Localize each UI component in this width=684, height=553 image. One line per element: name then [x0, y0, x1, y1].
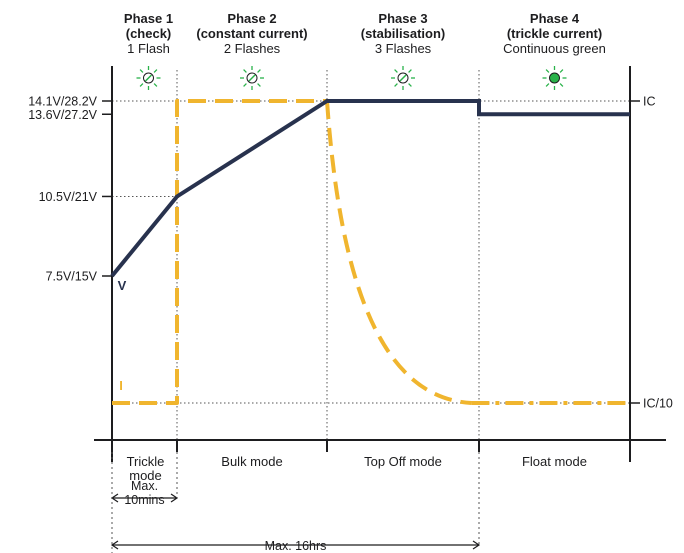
y-tick-label: 14.1V/28.2V [28, 95, 97, 109]
phase-header: Phase 2(constant current)2 Flashes [196, 11, 308, 90]
phase-subtitle: (constant current) [196, 26, 307, 41]
y-tick-label-right: IC/10 [643, 397, 673, 411]
phase-title: Phase 4 [530, 11, 580, 26]
led-ray [559, 83, 564, 87]
phase-subtitle: (stabilisation) [361, 26, 446, 41]
led-ray [243, 83, 247, 87]
mode-label-line: Trickle [127, 454, 165, 469]
y-tick-label-right: IC [643, 95, 656, 109]
voltage-series-label: V [118, 278, 127, 293]
current-line-decay [325, 100, 472, 405]
led-icon [391, 66, 415, 90]
led-icon [542, 66, 567, 90]
phase-headers: Phase 1(check)1 Flash Phase 2(constant cu… [124, 11, 606, 90]
guide-lines [112, 70, 630, 440]
duration-label: 10mins [124, 493, 164, 507]
led-flash-mark [144, 74, 153, 82]
mode-label: Float mode [522, 454, 587, 469]
led-body [549, 72, 560, 84]
y-tick-label: 13.6V/27.2V [28, 108, 97, 122]
phase-header: Phase 3(stabilisation)3 Flashes [361, 11, 446, 90]
led-icon [136, 66, 161, 90]
current-series-label: I [119, 378, 123, 393]
led-flash-mark [248, 74, 256, 82]
led-ray [243, 69, 247, 73]
led-ray [545, 69, 550, 73]
series: VI [110, 99, 630, 405]
led-ray [139, 69, 144, 73]
current-line-charge [112, 99, 327, 405]
y-tick-label: 10.5V/21V [39, 190, 98, 204]
phase-subtitle: (check) [126, 26, 172, 41]
mode-label-line: Top Off mode [364, 454, 442, 469]
led-ray [559, 69, 564, 73]
led-ray [394, 69, 398, 73]
axes [94, 66, 666, 462]
duration-arrow: Max. 16hrs [110, 452, 481, 553]
led-ray [408, 83, 412, 87]
led-ray [545, 83, 550, 87]
voltage-line [110, 99, 630, 278]
phase-header: Phase 4(trickle current)Continuous green [503, 11, 606, 90]
led-icon [240, 66, 264, 90]
phase-flash-label: Continuous green [503, 41, 606, 56]
phase-flash-label: 3 Flashes [375, 41, 432, 56]
phase-header: Phase 1(check)1 Flash [124, 11, 173, 90]
mode-label: Bulk mode [221, 454, 282, 469]
arrow-head-right [472, 540, 481, 550]
mode-label-line: Bulk mode [221, 454, 282, 469]
arrow-head-left [110, 540, 119, 550]
duration-arrow: Max.10mins [110, 452, 179, 507]
phase-flash-label: 2 Flashes [224, 41, 281, 56]
phase-title: Phase 3 [378, 11, 427, 26]
y-tick-label: 7.5V/15V [46, 270, 98, 284]
phase-flash-label: 1 Flash [127, 41, 170, 56]
led-ray [153, 83, 158, 87]
led-ray [257, 69, 261, 73]
duration-arrows: Max.10mins Max. 16hrs [110, 452, 481, 553]
duration-label: Max. [131, 479, 158, 493]
phase-title: Phase 2 [227, 11, 276, 26]
led-ray [408, 69, 412, 73]
phase-title: Phase 1 [124, 11, 173, 26]
led-flash-mark [399, 74, 407, 82]
phase-subtitle: (trickle current) [507, 26, 602, 41]
mode-label-line: mode [129, 468, 162, 483]
mode-label: Top Off mode [364, 454, 442, 469]
led-ray [139, 83, 144, 87]
mode-label-line: Float mode [522, 454, 587, 469]
led-ray [257, 83, 261, 87]
duration-label: Max. 16hrs [265, 539, 327, 553]
led-ray [153, 69, 158, 73]
led-ray [394, 83, 398, 87]
